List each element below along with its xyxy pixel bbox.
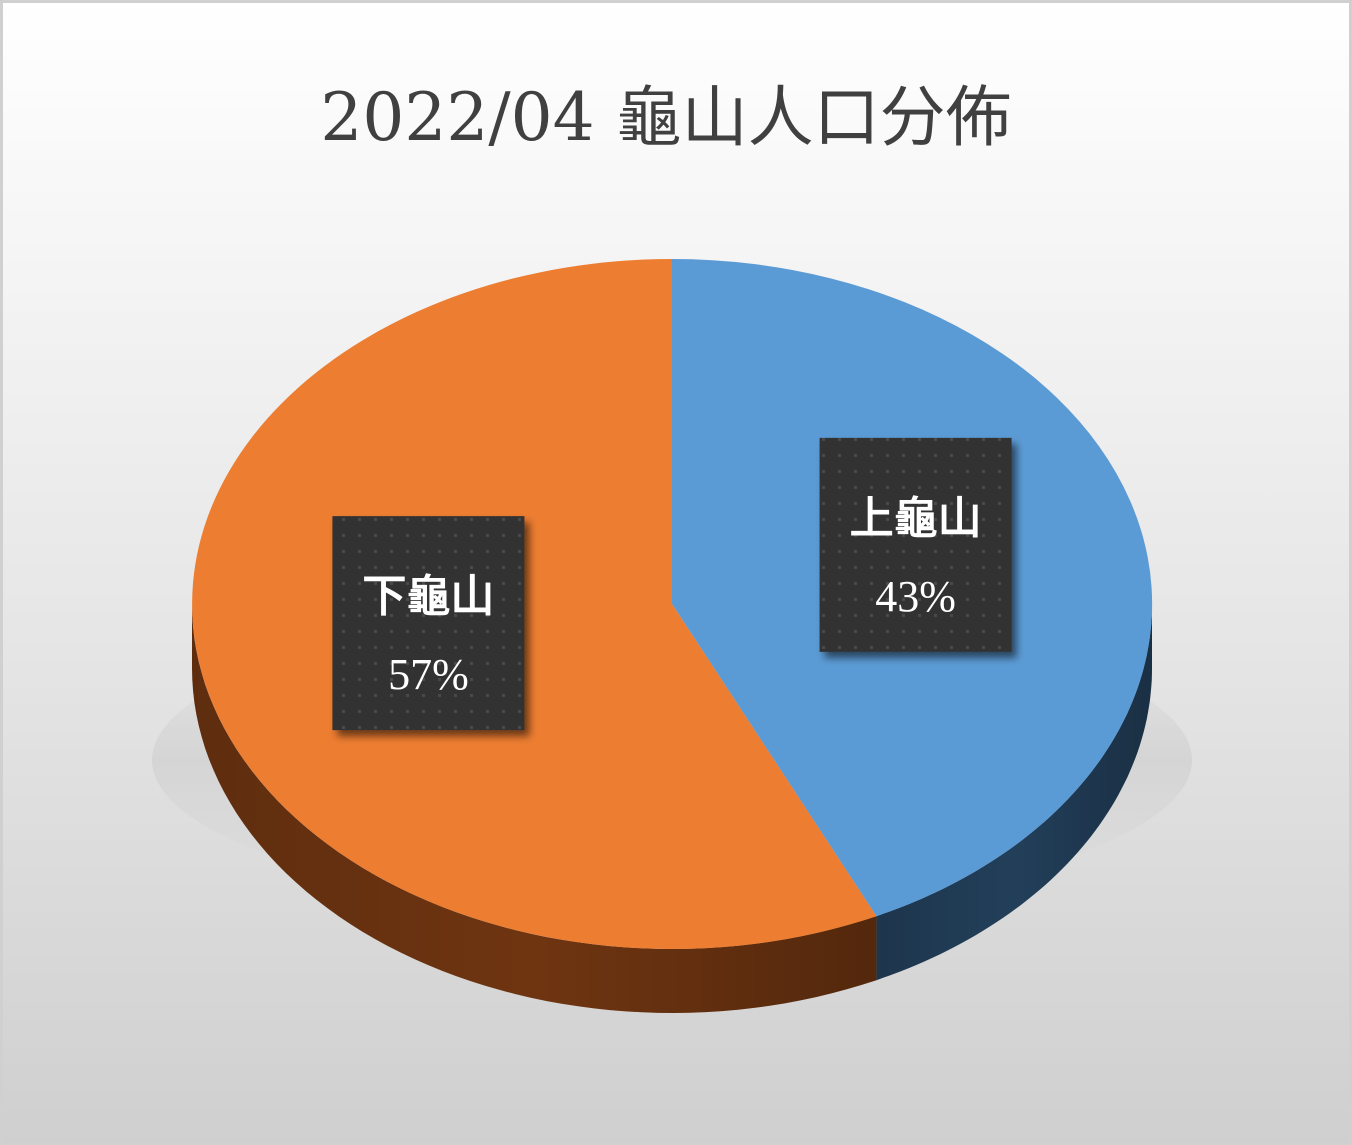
- data-label-box: [819, 437, 1012, 652]
- data-label-box: [332, 516, 525, 731]
- data-label-percent: 43%: [875, 572, 956, 621]
- chart-title: 2022/04 龜山人口分佈: [320, 79, 1011, 156]
- data-label-0: 上龜山 43%: [819, 437, 1012, 652]
- pie-slice-side-shade-0: [876, 604, 1152, 981]
- data-label-category: 上龜山: [850, 493, 982, 544]
- data-label-category: 下龜山: [362, 571, 494, 622]
- data-label-1: 下龜山 57%: [332, 516, 525, 731]
- pie-slice-side-shade-1: [192, 604, 877, 1013]
- data-label-percent: 57%: [388, 650, 469, 699]
- pie-sides: [192, 604, 1152, 1013]
- pie-labels: 上龜山 43% 下龜山 57%: [332, 437, 1012, 731]
- pie-slice-1: [192, 259, 877, 949]
